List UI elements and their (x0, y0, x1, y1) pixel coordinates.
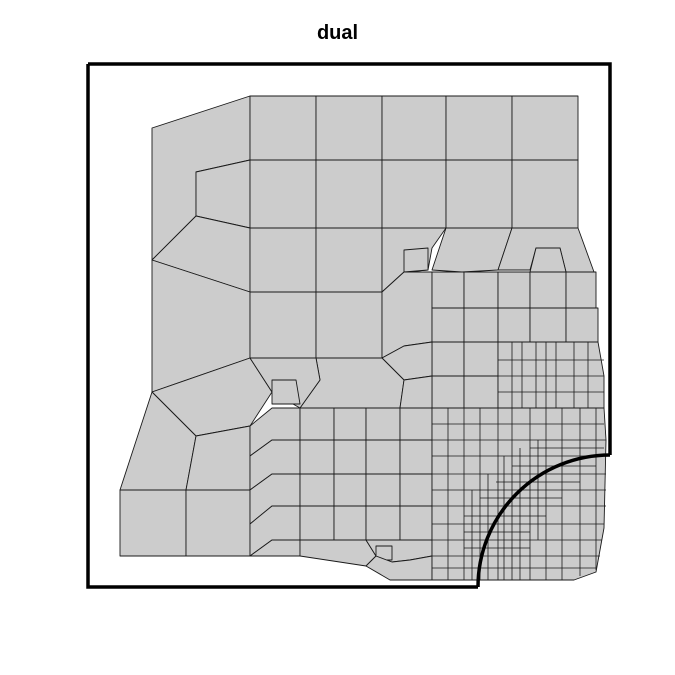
mesh-cell (299, 539, 377, 567)
fine-refinement-region (431, 342, 607, 581)
mesh-cell (381, 95, 447, 161)
mesh-cell (249, 159, 317, 229)
mesh-cell (399, 375, 433, 409)
mesh-cell (431, 341, 465, 377)
mesh-cell (403, 247, 429, 273)
mesh-cell (299, 407, 335, 441)
mesh-cell (365, 407, 401, 441)
mesh-cell (399, 473, 433, 507)
mesh-cell (299, 473, 335, 507)
mesh-cell (299, 439, 335, 475)
mesh-cell (565, 307, 599, 343)
mesh-cell (315, 159, 383, 229)
mesh-cell (463, 307, 499, 343)
mesh-cell (185, 489, 251, 557)
mesh-cell (463, 341, 499, 377)
mesh-cell (445, 159, 513, 229)
mesh-cell (315, 227, 383, 293)
mesh-cell (249, 227, 317, 293)
domain-boundary (86, 62, 612, 589)
mesh-cell (529, 247, 567, 273)
mesh-cell (529, 271, 567, 309)
mesh-cell (315, 291, 383, 359)
figure-title: dual (316, 22, 359, 44)
mesh-cell (445, 95, 513, 161)
mesh-cell (497, 271, 531, 309)
mesh-cell (333, 473, 367, 507)
mesh-cell (315, 95, 383, 161)
mesh-cell (463, 375, 499, 409)
mesh-cell (431, 375, 465, 409)
mesh-cell (333, 505, 367, 541)
mid-refinement-grid (249, 271, 605, 409)
mesh-cell (365, 505, 401, 541)
mesh-cell (463, 271, 499, 309)
mesh-cell (399, 439, 433, 475)
mesh-cell (365, 555, 433, 581)
mesh-cell (399, 505, 433, 541)
mesh-cell (365, 473, 401, 507)
mesh-cell (249, 95, 317, 161)
mesh-cell (271, 379, 301, 405)
fine-grid-lines (432, 342, 606, 580)
mesh-cell (381, 159, 447, 229)
mesh-cell (431, 307, 465, 343)
coarse-left-region (119, 95, 273, 557)
mesh-cell (565, 271, 597, 309)
lower-left-grid (249, 407, 433, 581)
mesh-cell (333, 439, 367, 475)
mesh-cell (399, 407, 433, 441)
mesh-cell (119, 489, 187, 557)
mesh-cell (333, 407, 367, 441)
mesh-cell (431, 271, 465, 309)
mesh-cell (529, 307, 567, 343)
mesh-cell (431, 227, 513, 273)
circular-boundary-arc (476, 453, 611, 588)
mesh-cell (249, 291, 317, 359)
mesh-cell (497, 307, 531, 343)
coarse-top-grid (249, 95, 595, 359)
mesh-cell (511, 95, 579, 161)
mesh-cell (365, 439, 401, 475)
mesh-cell (511, 159, 579, 229)
mesh-cell (299, 505, 335, 541)
